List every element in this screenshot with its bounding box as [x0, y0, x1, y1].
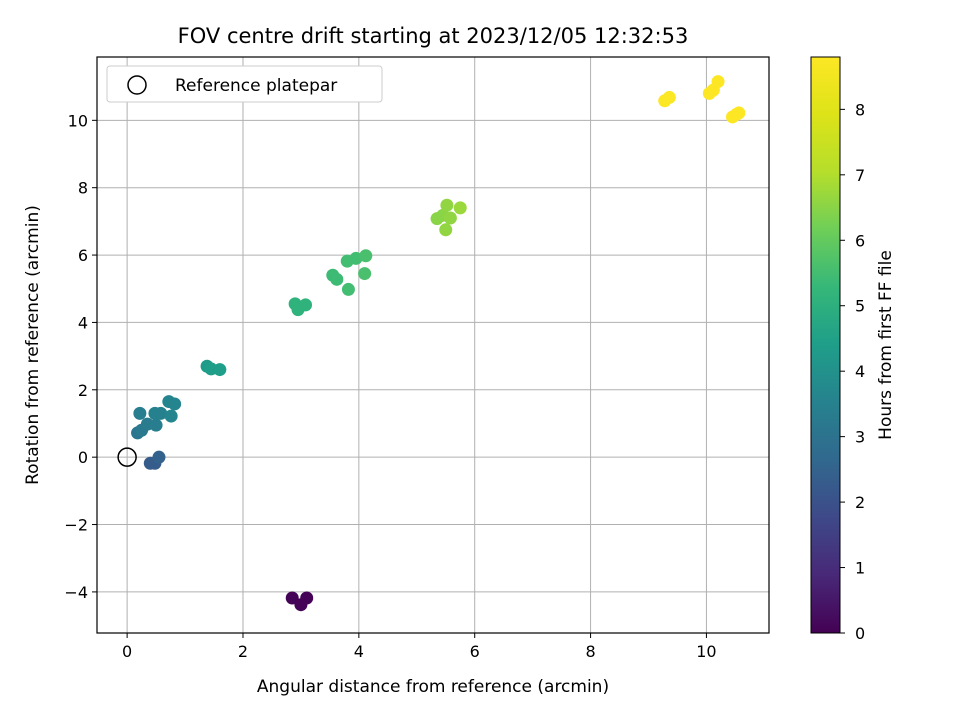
y-axis-ticks: −4 −2 0 2 4 6 8 10 — [64, 111, 97, 602]
data-point — [439, 223, 453, 237]
x-tick-label: 2 — [238, 642, 248, 661]
data-point — [299, 298, 313, 312]
legend-entry-reference: Reference platepar — [175, 76, 337, 96]
x-tick-label: 4 — [354, 642, 364, 661]
y-tick-label: −4 — [64, 583, 88, 602]
legend-marker-icon — [127, 75, 147, 95]
data-point — [149, 418, 163, 432]
x-axis-label: Angular distance from reference (arcmin) — [257, 677, 609, 697]
grid-lines — [97, 57, 769, 633]
y-tick-label: 6 — [78, 246, 88, 265]
colorbar-gradient — [810, 56, 841, 634]
legend: Reference platepar — [106, 65, 383, 103]
y-tick-label: 0 — [78, 448, 88, 467]
data-point — [133, 406, 147, 420]
x-tick-label: 10 — [696, 642, 716, 661]
colorbar-tick-label: 0 — [855, 624, 865, 643]
y-tick-label: 8 — [78, 179, 88, 198]
data-point — [152, 450, 166, 464]
colorbar-ticks: 0 1 2 3 4 5 6 7 8 — [840, 100, 865, 643]
data-point — [164, 409, 178, 423]
legend-box — [106, 65, 383, 103]
colorbar-tick-label: 7 — [855, 166, 865, 185]
x-tick-label: 0 — [122, 642, 132, 661]
data-point — [358, 267, 372, 281]
data-point — [662, 90, 676, 104]
data-point — [711, 75, 725, 89]
x-tick-label: 8 — [585, 642, 595, 661]
data-point — [732, 106, 746, 120]
y-tick-label: −2 — [64, 516, 88, 535]
data-point — [359, 249, 373, 263]
x-axis-ticks: 0 2 4 6 8 10 — [122, 633, 717, 661]
data-point — [330, 272, 344, 286]
colorbar-label: Hours from first FF file — [876, 250, 896, 440]
x-tick-label: 6 — [470, 642, 480, 661]
y-tick-label: 2 — [78, 381, 88, 400]
data-point — [168, 397, 182, 411]
data-point — [341, 282, 355, 296]
data-point — [349, 251, 363, 265]
data-point — [453, 201, 467, 215]
data-point — [440, 198, 454, 212]
colorbar-tick-label: 3 — [855, 428, 865, 447]
y-axis-label: Rotation from reference (arcmin) — [23, 205, 43, 485]
data-point — [443, 211, 457, 225]
colorbar-tick-label: 1 — [855, 559, 865, 578]
colorbar-tick-label: 6 — [855, 231, 865, 250]
colorbar-tick-label: 2 — [855, 493, 865, 512]
data-point — [213, 363, 227, 377]
data-points — [131, 75, 746, 612]
data-point — [154, 406, 168, 420]
colorbar-tick-label: 5 — [855, 297, 865, 316]
colorbar-tick-label: 4 — [855, 362, 865, 381]
colorbar: 0 1 2 3 4 5 6 7 8 Hours from first FF file — [810, 56, 896, 643]
reference-point-marker — [117, 447, 137, 467]
y-tick-label: 10 — [68, 111, 88, 130]
colorbar-tick-label: 8 — [855, 100, 865, 119]
data-point — [300, 591, 314, 605]
y-tick-label: 4 — [78, 313, 88, 332]
plot-frame — [96, 56, 770, 634]
chart-title: FOV centre drift starting at 2023/12/05 … — [178, 24, 689, 48]
